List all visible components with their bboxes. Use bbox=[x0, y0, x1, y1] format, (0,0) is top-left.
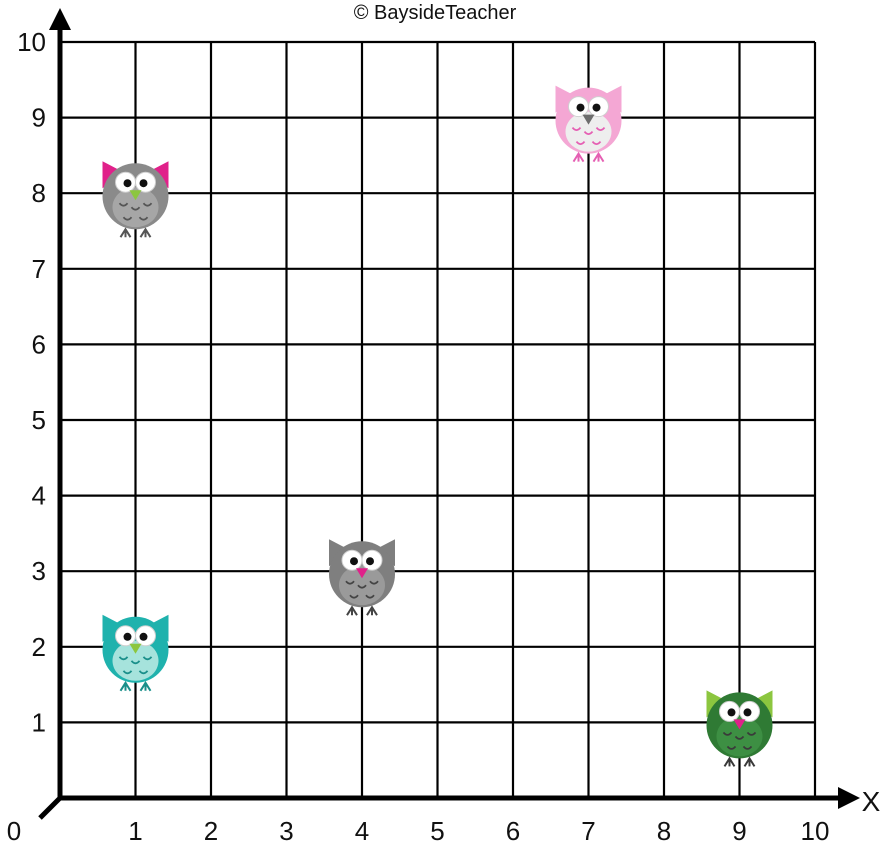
owl-points bbox=[102, 85, 773, 767]
axes bbox=[38, 8, 860, 820]
credit-text: © BaysideTeacher bbox=[354, 2, 517, 24]
y-tick-label: 2 bbox=[32, 632, 46, 662]
y-tick-label: 1 bbox=[32, 707, 46, 737]
x-tick-label: 9 bbox=[732, 816, 746, 846]
x-tick-label: 8 bbox=[657, 816, 671, 846]
owl-icon bbox=[102, 161, 169, 238]
x-tick-label: 4 bbox=[355, 816, 369, 846]
x-tick-label: 5 bbox=[430, 816, 444, 846]
owl-icon bbox=[706, 690, 773, 767]
owl-icon bbox=[555, 85, 622, 163]
x-tick-label: 7 bbox=[581, 816, 595, 846]
y-tick-labels: 1 2 3 4 5 6 7 8 9 10 bbox=[17, 27, 46, 737]
x-tick-labels: 1 2 3 4 5 6 7 8 9 10 bbox=[128, 816, 829, 846]
origin-label: 0 bbox=[7, 816, 21, 846]
x-tick-label: 1 bbox=[128, 816, 142, 846]
y-tick-label: 7 bbox=[32, 254, 46, 284]
owl-icon bbox=[329, 539, 395, 616]
y-tick-label: 8 bbox=[32, 178, 46, 208]
x-tick-label: 2 bbox=[204, 816, 218, 846]
x-axis-arrowhead bbox=[838, 787, 860, 809]
y-tick-label: 5 bbox=[32, 405, 46, 435]
y-tick-label: 4 bbox=[32, 481, 46, 511]
y-axis-arrowhead bbox=[49, 8, 71, 30]
x-tick-label: 3 bbox=[279, 816, 293, 846]
y-tick-label: 3 bbox=[32, 556, 46, 586]
owl-icon bbox=[102, 614, 169, 692]
x-tick-label: 6 bbox=[506, 816, 520, 846]
y-tick-label: 10 bbox=[17, 27, 46, 57]
origin-stub-line bbox=[38, 796, 62, 820]
x-axis-label: X bbox=[862, 786, 881, 817]
x-tick-label: 10 bbox=[801, 816, 830, 846]
grid-lines bbox=[60, 40, 817, 798]
y-tick-label: 9 bbox=[32, 103, 46, 133]
y-tick-label: 6 bbox=[32, 329, 46, 359]
